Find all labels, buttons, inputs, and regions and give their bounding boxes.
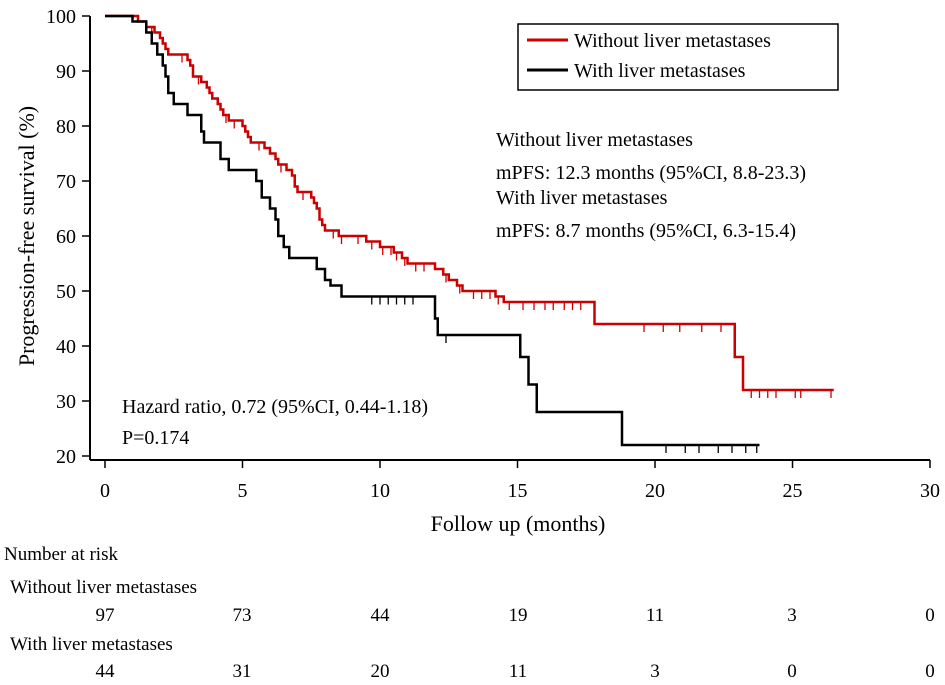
x-tick-label: 25 bbox=[783, 480, 803, 502]
risk-value: 44 bbox=[370, 605, 390, 626]
annotation-group2-mpfs: mPFS: 8.7 months (95%CI, 6.3-15.4) bbox=[496, 220, 796, 242]
annotation-group1-name: Without liver metastases bbox=[496, 129, 693, 151]
risk-value: 0 bbox=[787, 661, 797, 682]
axes: 0 5 10 15 20 25 30 20 30 40 50 60 70 80 90 100 bbox=[46, 6, 940, 502]
risk-value: 11 bbox=[645, 605, 665, 626]
y-tick-label: 80 bbox=[56, 116, 76, 138]
legend: Without liver metastases With liver meta… bbox=[517, 23, 839, 91]
y-tick-label: 50 bbox=[56, 281, 76, 303]
x-tick-label: 10 bbox=[370, 480, 390, 502]
y-axis-label: Progression-free survival (%) bbox=[14, 106, 39, 366]
y-tick-label: 100 bbox=[46, 6, 76, 28]
risk-value: 0 bbox=[925, 605, 935, 626]
y-tick-label: 90 bbox=[56, 61, 76, 83]
risk-table-title: Number at risk bbox=[4, 544, 118, 565]
legend-label-with: With liver metastases bbox=[574, 60, 746, 82]
y-tick-label: 30 bbox=[56, 391, 76, 413]
risk-group-label-without: Without liver metastases bbox=[10, 577, 198, 598]
risk-value: 31 bbox=[232, 661, 252, 682]
hazard-annotations: Hazard ratio, 0.72 (95%CI, 0.44-1.18) P=… bbox=[122, 396, 428, 449]
x-tick-label: 0 bbox=[100, 480, 110, 502]
x-tick-label: 5 bbox=[238, 480, 248, 502]
mpfs-annotations: Without liver metastases mPFS: 12.3 mont… bbox=[496, 129, 806, 242]
risk-value: 20 bbox=[370, 661, 390, 682]
km-chart: 0 5 10 15 20 25 30 20 30 40 50 60 70 80 90 100 Without … bbox=[14, 6, 940, 536]
y-tick-label: 20 bbox=[56, 446, 76, 468]
risk-value: 97 bbox=[95, 605, 115, 626]
risk-value: 3 bbox=[650, 661, 660, 682]
curves bbox=[105, 14, 834, 453]
annotation-hazard-ratio: Hazard ratio, 0.72 (95%CI, 0.44-1.18) bbox=[122, 396, 428, 418]
risk-row-without: 97 73 44 19 11 3 0 bbox=[0, 605, 945, 629]
annotation-group1-mpfs: mPFS: 12.3 months (95%CI, 8.8-23.3) bbox=[496, 162, 806, 184]
risk-value: 19 bbox=[508, 605, 528, 626]
risk-value: 44 bbox=[95, 661, 115, 682]
y-tick-label: 40 bbox=[56, 336, 76, 358]
annotation-group2-name: With liver metastases bbox=[496, 187, 668, 209]
risk-row-with: 44 31 20 11 3 0 0 bbox=[0, 661, 945, 685]
x-tick-label: 20 bbox=[645, 480, 665, 502]
y-tick-label: 70 bbox=[56, 171, 76, 193]
survival-curve-with bbox=[105, 14, 760, 447]
legend-box bbox=[517, 23, 839, 91]
risk-value: 0 bbox=[925, 661, 935, 682]
y-tick-label: 60 bbox=[56, 226, 76, 248]
x-axis-label: Follow up (months) bbox=[431, 511, 606, 536]
risk-group-label-with: With liver metastases bbox=[10, 634, 173, 655]
survival-curve-without bbox=[105, 14, 834, 392]
annotation-p-value: P=0.174 bbox=[122, 427, 189, 449]
legend-label-without: Without liver metastases bbox=[574, 30, 771, 52]
risk-value: 3 bbox=[787, 605, 797, 626]
x-tick-label: 30 bbox=[920, 480, 940, 502]
risk-value: 73 bbox=[232, 605, 252, 626]
risk-value: 11 bbox=[508, 661, 528, 682]
x-tick-label: 15 bbox=[508, 480, 528, 502]
